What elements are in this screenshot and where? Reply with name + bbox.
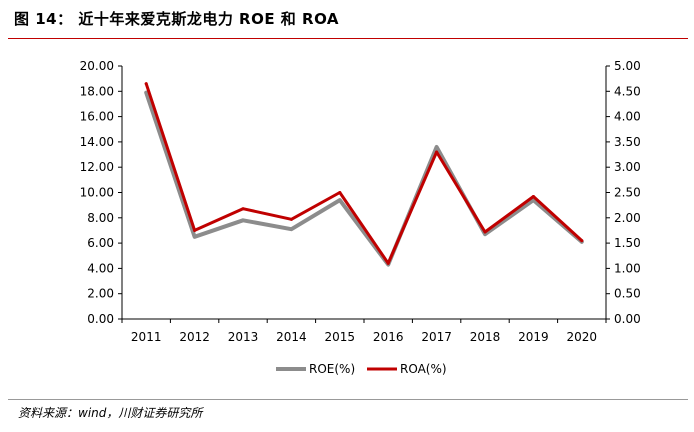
data-point: [531, 198, 535, 202]
right-tick-label: 3.50: [614, 135, 641, 149]
data-point: [289, 217, 293, 221]
right-tick-label: 3.00: [614, 160, 641, 174]
left-tick-label: 6.00: [87, 236, 114, 250]
left-tick-label: 14.00: [80, 135, 114, 149]
left-axis-ticks: 0.00 2.00 4.00 6.00 8.00 10.00 12.00 14.00 16.00…: [80, 59, 122, 326]
right-tick-label: 5.00: [614, 59, 641, 73]
x-axis-ticks: 2011 2012 2013 2014 2015 2016 2017 2018 2019 2020: [121, 319, 607, 344]
data-point: [193, 228, 197, 232]
right-tick-label: 0.00: [614, 312, 641, 326]
data-point: [531, 195, 535, 199]
legend-label: ROE(%): [309, 362, 355, 376]
data-point: [580, 239, 584, 243]
left-tick-label: 12.00: [80, 160, 114, 174]
legend-label: ROA(%): [400, 362, 447, 376]
x-tick-label: 2011: [131, 330, 162, 344]
data-point: [435, 150, 439, 154]
x-tick-label: 2015: [325, 330, 356, 344]
x-tick-label: 2014: [276, 330, 307, 344]
left-tick-label: 18.00: [80, 84, 114, 98]
right-tick-label: 1.00: [614, 261, 641, 275]
data-point: [144, 82, 148, 86]
chart-series: [144, 82, 584, 267]
data-point: [338, 191, 342, 194]
title-rule: [8, 38, 688, 39]
data-point: [435, 145, 439, 149]
left-tick-label: 2.00: [87, 287, 114, 301]
chart-axes: [121, 66, 607, 320]
data-point: [289, 227, 293, 231]
right-axis-ticks: 0.00 0.50 1.00 1.50 2.00 2.50 3.00 3.50 4.00 4.50…: [606, 59, 641, 326]
chart-legend: ROE(%) ROA(%): [276, 362, 447, 376]
data-point: [241, 218, 245, 222]
left-tick-label: 0.00: [87, 312, 114, 326]
source-note: 资料来源：wind，川财证券研究所: [18, 406, 203, 420]
data-point: [338, 198, 342, 202]
data-point: [144, 91, 148, 95]
series-line-roe: [144, 90, 584, 267]
x-tick-label: 2020: [567, 330, 598, 344]
x-tick-label: 2013: [228, 330, 259, 344]
left-tick-label: 4.00: [87, 261, 114, 275]
x-tick-label: 2019: [518, 330, 549, 344]
data-point: [241, 207, 245, 211]
right-tick-label: 2.50: [614, 186, 641, 200]
right-tick-label: 4.50: [614, 84, 641, 98]
right-tick-label: 2.00: [614, 211, 641, 225]
data-point: [386, 261, 390, 265]
x-tick-label: 2017: [421, 330, 452, 344]
left-tick-label: 8.00: [87, 211, 114, 225]
right-tick-label: 1.50: [614, 236, 641, 250]
data-point: [483, 230, 487, 234]
source-rule: [8, 399, 688, 400]
figure-title: 图 14： 近十年来爱克斯龙电力 ROE 和 ROA: [14, 10, 340, 28]
left-tick-label: 10.00: [80, 186, 114, 200]
x-tick-label: 2016: [373, 330, 404, 344]
right-tick-label: 4.00: [614, 110, 641, 124]
x-tick-label: 2018: [470, 330, 501, 344]
data-point: [193, 235, 197, 239]
x-tick-label: 2012: [179, 330, 210, 344]
right-tick-label: 0.50: [614, 287, 641, 301]
series-line-roa: [144, 82, 584, 265]
left-tick-label: 16.00: [80, 110, 114, 124]
data-point: [483, 232, 487, 236]
left-tick-label: 20.00: [80, 59, 114, 73]
